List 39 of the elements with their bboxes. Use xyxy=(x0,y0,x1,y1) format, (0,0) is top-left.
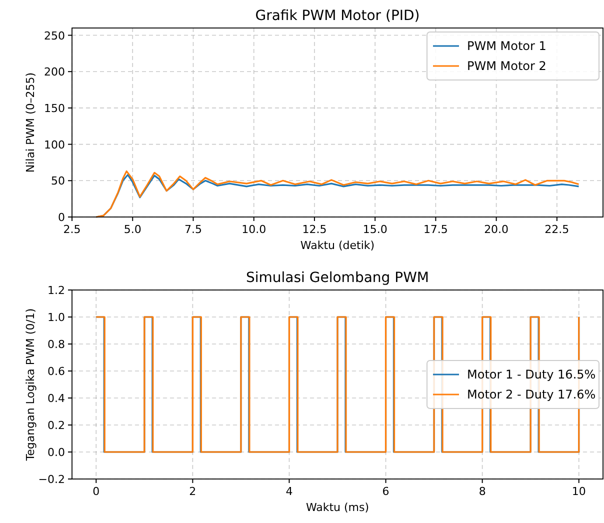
y-tick-label: 200 xyxy=(44,66,65,79)
chart-title: Simulasi Gelombang PWM xyxy=(246,270,429,286)
x-tick-label: 8 xyxy=(478,485,486,498)
legend-label: PWM Motor 1 xyxy=(467,39,546,53)
x-tick-label: 6 xyxy=(382,485,390,498)
x-tick-label: 10 xyxy=(572,485,586,498)
chart-title: Grafik PWM Motor (PID) xyxy=(255,8,420,24)
y-tick-label: 1.0 xyxy=(48,311,65,324)
x-tick-label: 15.0 xyxy=(362,223,388,236)
x-tick-label: 12.5 xyxy=(302,223,327,236)
y-tick-label: −0.2 xyxy=(38,473,65,486)
x-tick-label: 2 xyxy=(189,485,196,498)
y-axis-title: Tegangan Logika PWM (0/1) xyxy=(24,308,37,462)
x-tick-label: 4 xyxy=(286,485,293,498)
legend-label: PWM Motor 2 xyxy=(467,59,546,73)
y-tick-label: 0.4 xyxy=(48,392,65,405)
y-tick-label: 0.8 xyxy=(48,338,65,351)
x-tick-label: 2.5 xyxy=(63,223,81,236)
y-tick-label: 1.2 xyxy=(48,284,65,297)
x-tick-label: 5.0 xyxy=(124,223,142,236)
x-tick-label: 7.5 xyxy=(184,223,202,236)
y-tick-label: 150 xyxy=(44,102,65,115)
x-axis-title: Waktu (detik) xyxy=(300,239,375,252)
legend-label: Motor 2 - Duty 17.6% xyxy=(467,388,596,402)
y-tick-label: 0.6 xyxy=(48,365,65,378)
x-tick-label: 0 xyxy=(92,485,100,498)
x-tick-label: 10.0 xyxy=(242,223,266,236)
x-axis-title: Waktu (ms) xyxy=(306,501,370,514)
y-axis-title: Nilai PWM (0–255) xyxy=(24,72,37,173)
legend-label: Motor 1 - Duty 16.5% xyxy=(467,368,596,382)
y-tick-label: 0 xyxy=(58,211,65,224)
x-tick-label: 22.5 xyxy=(544,223,570,236)
y-tick-label: 0.2 xyxy=(48,419,65,432)
y-tick-label: 0.0 xyxy=(48,446,65,459)
y-tick-label: 100 xyxy=(44,138,65,152)
y-tick-label: 50 xyxy=(51,174,65,188)
x-tick-label: 17.5 xyxy=(423,223,448,236)
y-tick-label: 250 xyxy=(44,29,65,42)
x-tick-label: 20.0 xyxy=(484,223,509,236)
